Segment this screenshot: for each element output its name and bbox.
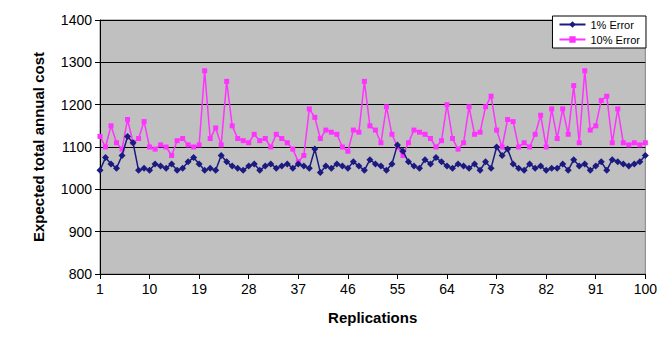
svg-text:1% Error: 1% Error (590, 19, 634, 31)
svg-text:1400: 1400 (61, 12, 92, 28)
svg-text:900: 900 (69, 224, 93, 240)
svg-text:1300: 1300 (61, 54, 92, 70)
svg-text:46: 46 (340, 281, 356, 297)
svg-text:64: 64 (439, 281, 455, 297)
svg-text:800: 800 (69, 266, 93, 282)
svg-text:73: 73 (489, 281, 505, 297)
svg-text:Expected total annual cost: Expected total annual cost (30, 52, 47, 242)
svg-text:37: 37 (291, 281, 307, 297)
svg-text:91: 91 (588, 281, 604, 297)
svg-text:82: 82 (538, 281, 554, 297)
svg-text:10: 10 (142, 281, 158, 297)
svg-text:55: 55 (390, 281, 406, 297)
svg-text:1000: 1000 (61, 181, 92, 197)
svg-text:28: 28 (241, 281, 257, 297)
svg-text:1100: 1100 (62, 139, 92, 155)
svg-text:1200: 1200 (61, 97, 92, 113)
svg-text:Replications: Replications (328, 309, 417, 326)
svg-text:10% Error: 10% Error (590, 34, 640, 46)
svg-text:1: 1 (96, 281, 104, 297)
svg-text:100: 100 (634, 281, 658, 297)
svg-text:19: 19 (191, 281, 207, 297)
